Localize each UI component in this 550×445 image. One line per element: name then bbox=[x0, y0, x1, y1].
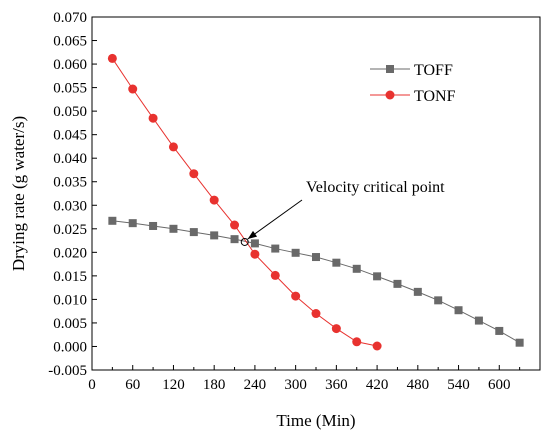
y-tick-label: 0.040 bbox=[53, 151, 87, 167]
annotation-arrowhead bbox=[247, 230, 258, 239]
data-point-tonf bbox=[291, 291, 301, 301]
x-tick-label: 240 bbox=[244, 377, 267, 393]
x-tick-label: 480 bbox=[407, 377, 430, 393]
legend-marker-tonf bbox=[385, 90, 395, 100]
y-tick-label: 0.055 bbox=[53, 81, 87, 97]
data-point-tonf bbox=[331, 324, 341, 334]
data-point-tonf bbox=[107, 53, 117, 63]
data-point-tonf bbox=[230, 220, 240, 230]
data-point-toff bbox=[495, 326, 504, 335]
data-point-toff bbox=[312, 253, 320, 262]
data-point-tonf bbox=[209, 195, 219, 205]
data-point-tonf bbox=[128, 84, 138, 94]
legend-label-tonf: TONF bbox=[414, 88, 456, 105]
y-tick-label: 0.030 bbox=[53, 198, 87, 214]
legend-item-toff: TOFF bbox=[370, 62, 453, 79]
x-axis-label: Time (Min) bbox=[276, 411, 355, 430]
y-tick-label: 0.065 bbox=[53, 34, 87, 50]
y-tick-label: -0.005 bbox=[48, 363, 87, 379]
x-tick-label: 180 bbox=[203, 377, 226, 393]
legend: TOFF TONF bbox=[370, 62, 456, 105]
data-point-toff bbox=[393, 279, 402, 288]
y-tick-label: 0.035 bbox=[53, 175, 87, 191]
data-point-toff bbox=[291, 248, 300, 257]
data-point-tonf bbox=[189, 169, 199, 179]
data-point-toff bbox=[230, 235, 239, 244]
series-line-tonf bbox=[111, 58, 378, 347]
y-tick-label: 0.060 bbox=[53, 57, 87, 73]
legend-label-toff: TOFF bbox=[414, 62, 453, 79]
y-tick-label: 0.070 bbox=[53, 10, 87, 26]
data-point-toff bbox=[352, 264, 361, 273]
y-tick-label: 0.005 bbox=[53, 316, 87, 332]
annotation-arrow bbox=[247, 199, 303, 240]
y-axis-label: Drying rate (g water/s) bbox=[9, 116, 28, 271]
x-tick-label: 300 bbox=[284, 377, 307, 393]
data-point-toff bbox=[189, 228, 198, 237]
data-point-toff bbox=[128, 219, 137, 228]
annotation: Velocity critical point bbox=[240, 179, 445, 246]
data-point-toff bbox=[373, 272, 382, 281]
data-point-toff bbox=[515, 338, 524, 347]
y-tick-label: 0.020 bbox=[53, 245, 87, 261]
data-point-tonf bbox=[311, 309, 321, 319]
series-layer bbox=[107, 53, 524, 351]
x-tick-label: 420 bbox=[366, 377, 389, 393]
data-point-tonf bbox=[372, 341, 382, 351]
y-axis-ticks: -0.005 0.000 0.005 0.010 0.015 0.020 0.025 0.03… bbox=[48, 10, 97, 379]
critical-point-marker bbox=[240, 237, 249, 246]
data-point-toff bbox=[108, 216, 117, 225]
data-point-toff bbox=[434, 296, 443, 305]
data-point-toff bbox=[454, 306, 463, 315]
data-point-tonf bbox=[168, 142, 178, 152]
data-point-toff bbox=[210, 231, 219, 240]
y-tick-label: 0.025 bbox=[53, 222, 87, 238]
data-point-tonf bbox=[352, 337, 362, 347]
y-tick-label: 0.010 bbox=[53, 292, 87, 308]
data-point-tonf bbox=[270, 270, 280, 280]
x-tick-label: 540 bbox=[447, 377, 470, 393]
legend-item-tonf: TONF bbox=[370, 88, 456, 105]
data-point-toff bbox=[149, 221, 158, 230]
legend-marker-toff bbox=[386, 65, 394, 73]
series-toff bbox=[108, 216, 524, 347]
y-tick-label: 0.015 bbox=[53, 269, 87, 285]
data-point-toff bbox=[332, 258, 341, 267]
series-tonf bbox=[107, 53, 382, 351]
x-tick-label: 60 bbox=[125, 377, 140, 393]
x-tick-label: 120 bbox=[162, 377, 185, 393]
y-tick-label: 0.000 bbox=[53, 339, 87, 355]
data-point-toff bbox=[474, 316, 483, 325]
annotation-text: Velocity critical point bbox=[306, 179, 445, 196]
data-point-tonf bbox=[250, 249, 260, 259]
x-tick-label: 0 bbox=[88, 377, 96, 393]
x-axis-ticks: 0 60 120 180 240 300 360 420 480 540 600 bbox=[88, 365, 521, 393]
data-point-toff bbox=[169, 224, 178, 233]
x-tick-label: 360 bbox=[325, 377, 348, 393]
x-tick-label: 600 bbox=[488, 377, 511, 393]
data-point-toff bbox=[413, 287, 422, 296]
y-tick-label: 0.045 bbox=[53, 128, 87, 144]
data-point-toff bbox=[250, 239, 259, 248]
series-line-toff bbox=[112, 220, 520, 344]
data-point-toff bbox=[271, 244, 280, 253]
y-tick-label: 0.050 bbox=[53, 104, 87, 120]
data-point-tonf bbox=[148, 113, 158, 123]
